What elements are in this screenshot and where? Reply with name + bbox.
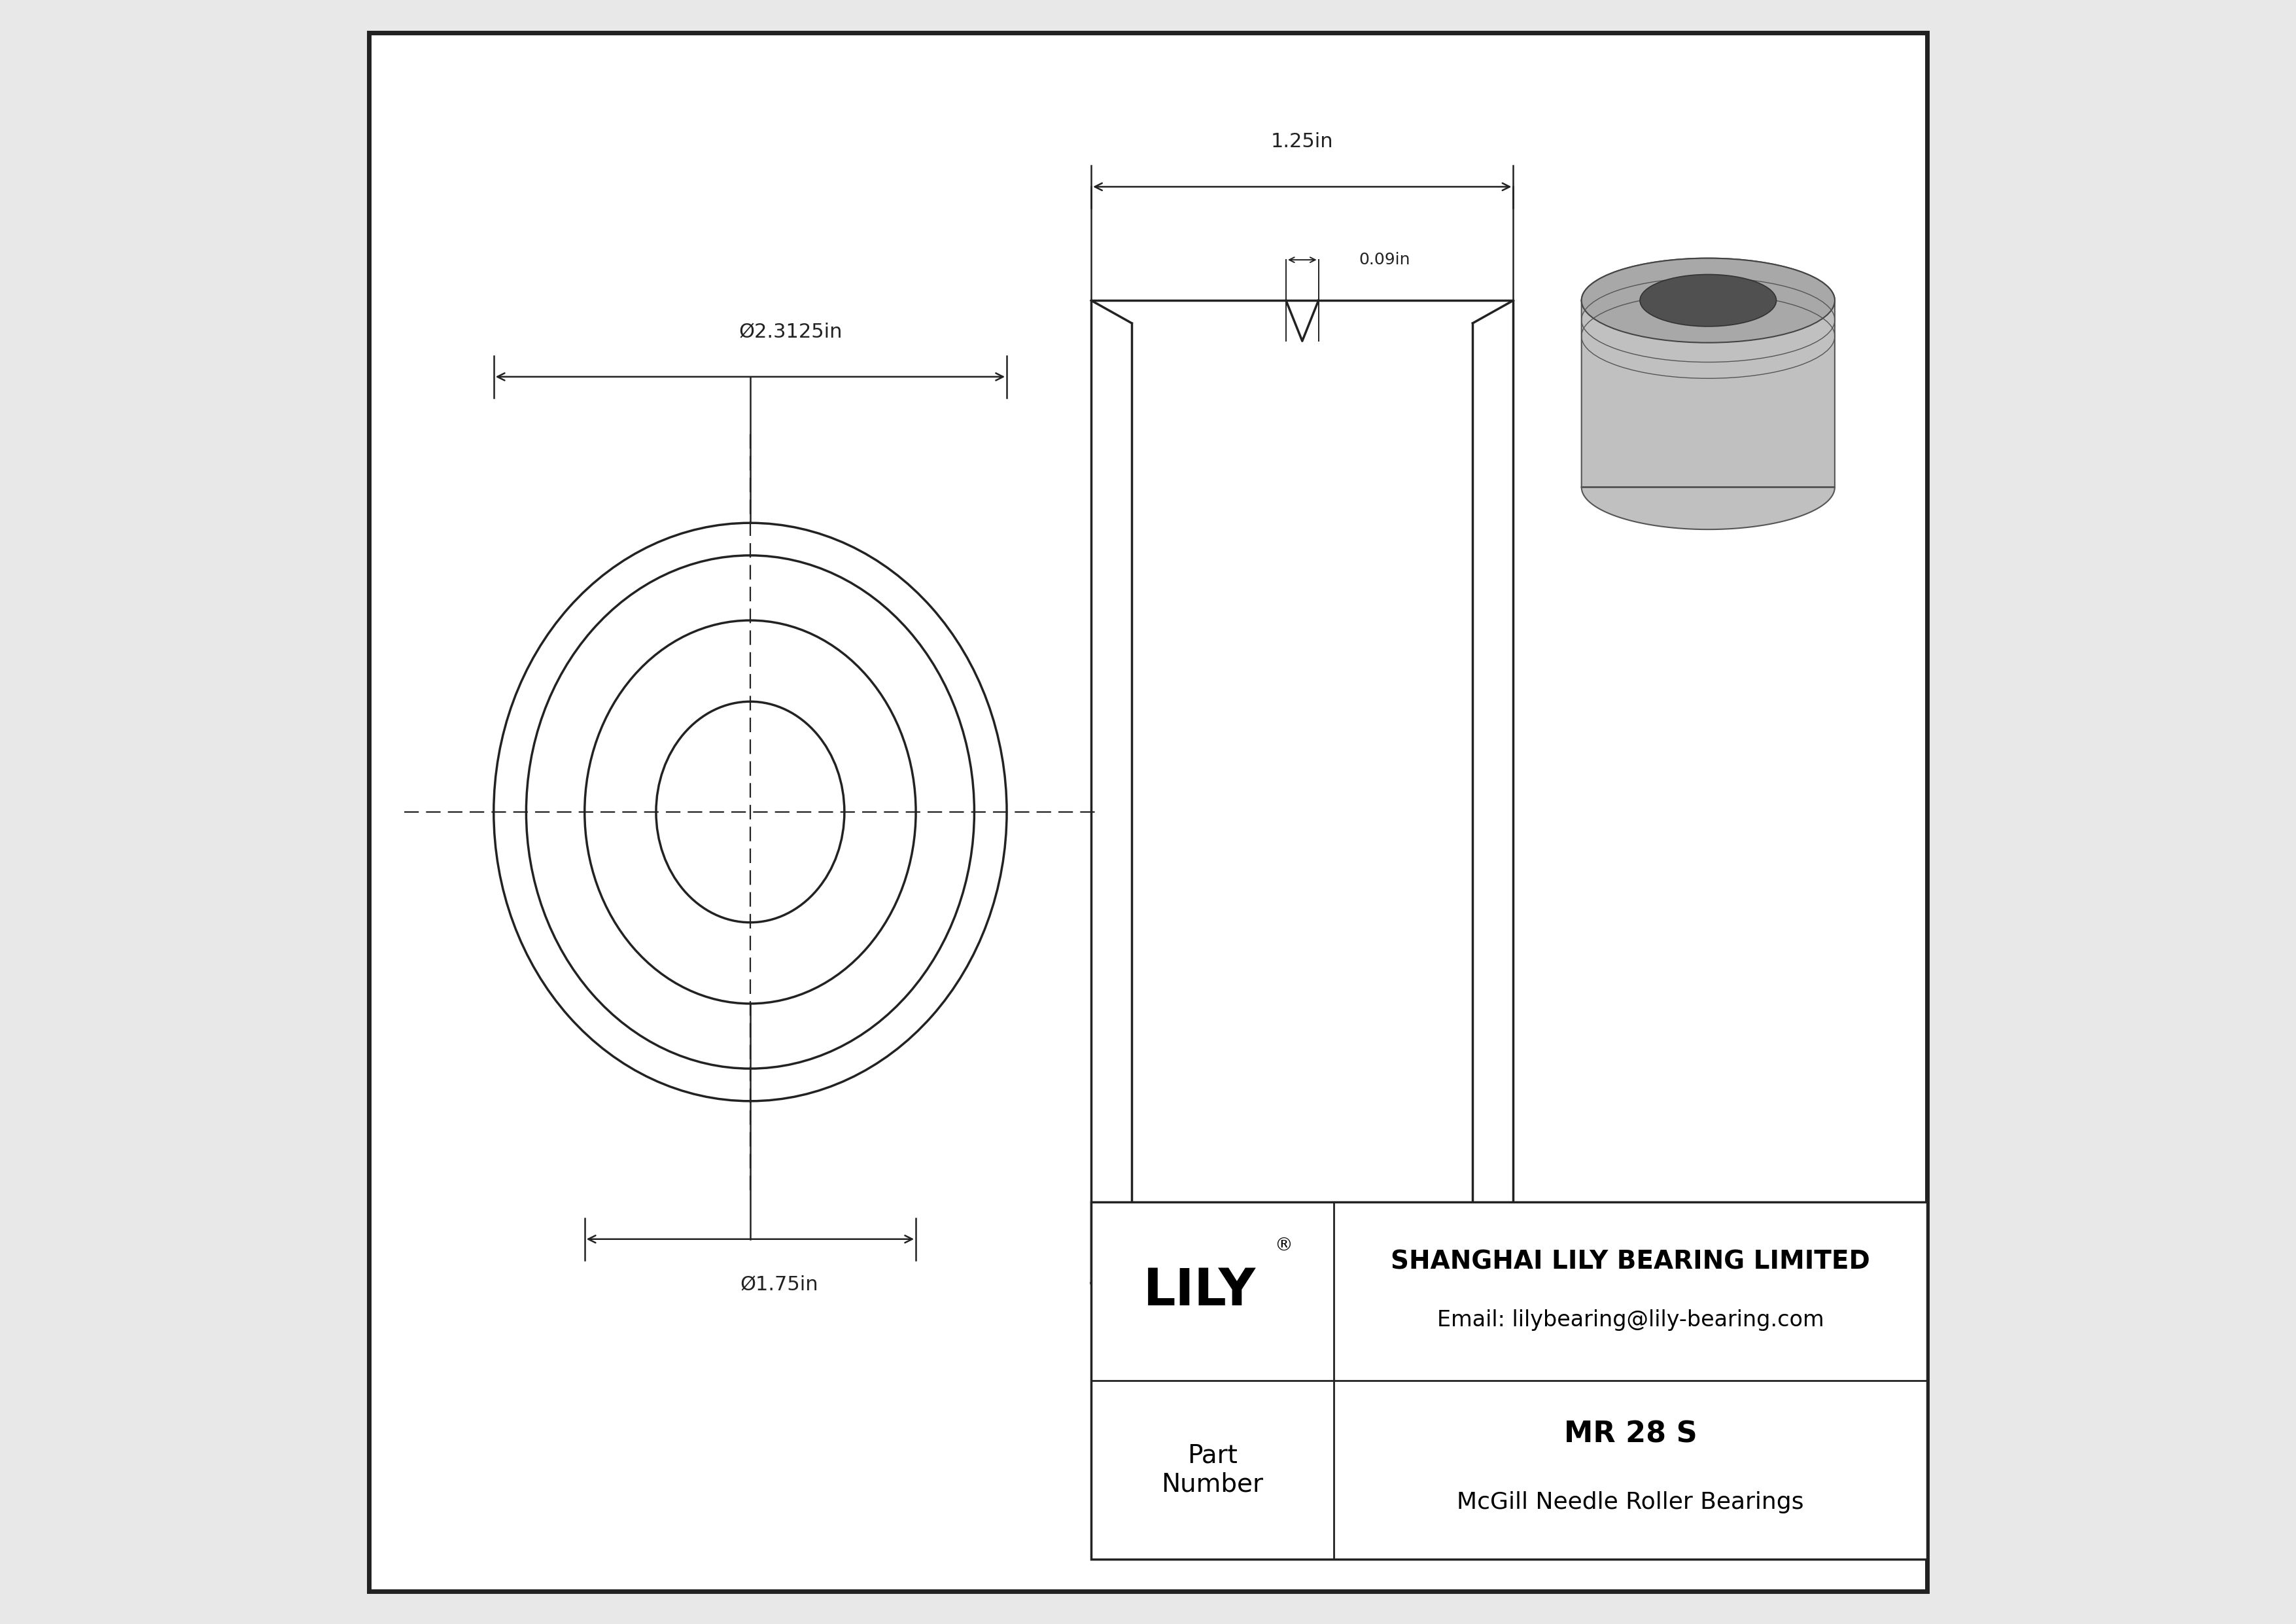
FancyBboxPatch shape: [370, 32, 1926, 1592]
Text: Part
Number: Part Number: [1162, 1442, 1263, 1497]
Text: SHANGHAI LILY BEARING LIMITED: SHANGHAI LILY BEARING LIMITED: [1391, 1249, 1871, 1275]
Text: MR 28 S: MR 28 S: [1564, 1419, 1697, 1449]
Text: Email: lilybearing@lily-bearing.com: Email: lilybearing@lily-bearing.com: [1437, 1309, 1823, 1332]
Ellipse shape: [1582, 258, 1835, 343]
Polygon shape: [1582, 258, 1835, 529]
Text: LILY: LILY: [1143, 1267, 1256, 1315]
FancyBboxPatch shape: [1091, 1202, 1926, 1559]
Text: Ø2.3125in: Ø2.3125in: [739, 322, 843, 341]
Text: McGill Needle Roller Bearings: McGill Needle Roller Bearings: [1458, 1491, 1805, 1514]
Text: Ø1.75in: Ø1.75in: [739, 1275, 820, 1294]
Text: 0.09in: 0.09in: [1359, 252, 1410, 268]
Ellipse shape: [1639, 274, 1777, 326]
Text: ®: ®: [1274, 1236, 1293, 1255]
Text: 1.25in: 1.25in: [1272, 132, 1334, 151]
